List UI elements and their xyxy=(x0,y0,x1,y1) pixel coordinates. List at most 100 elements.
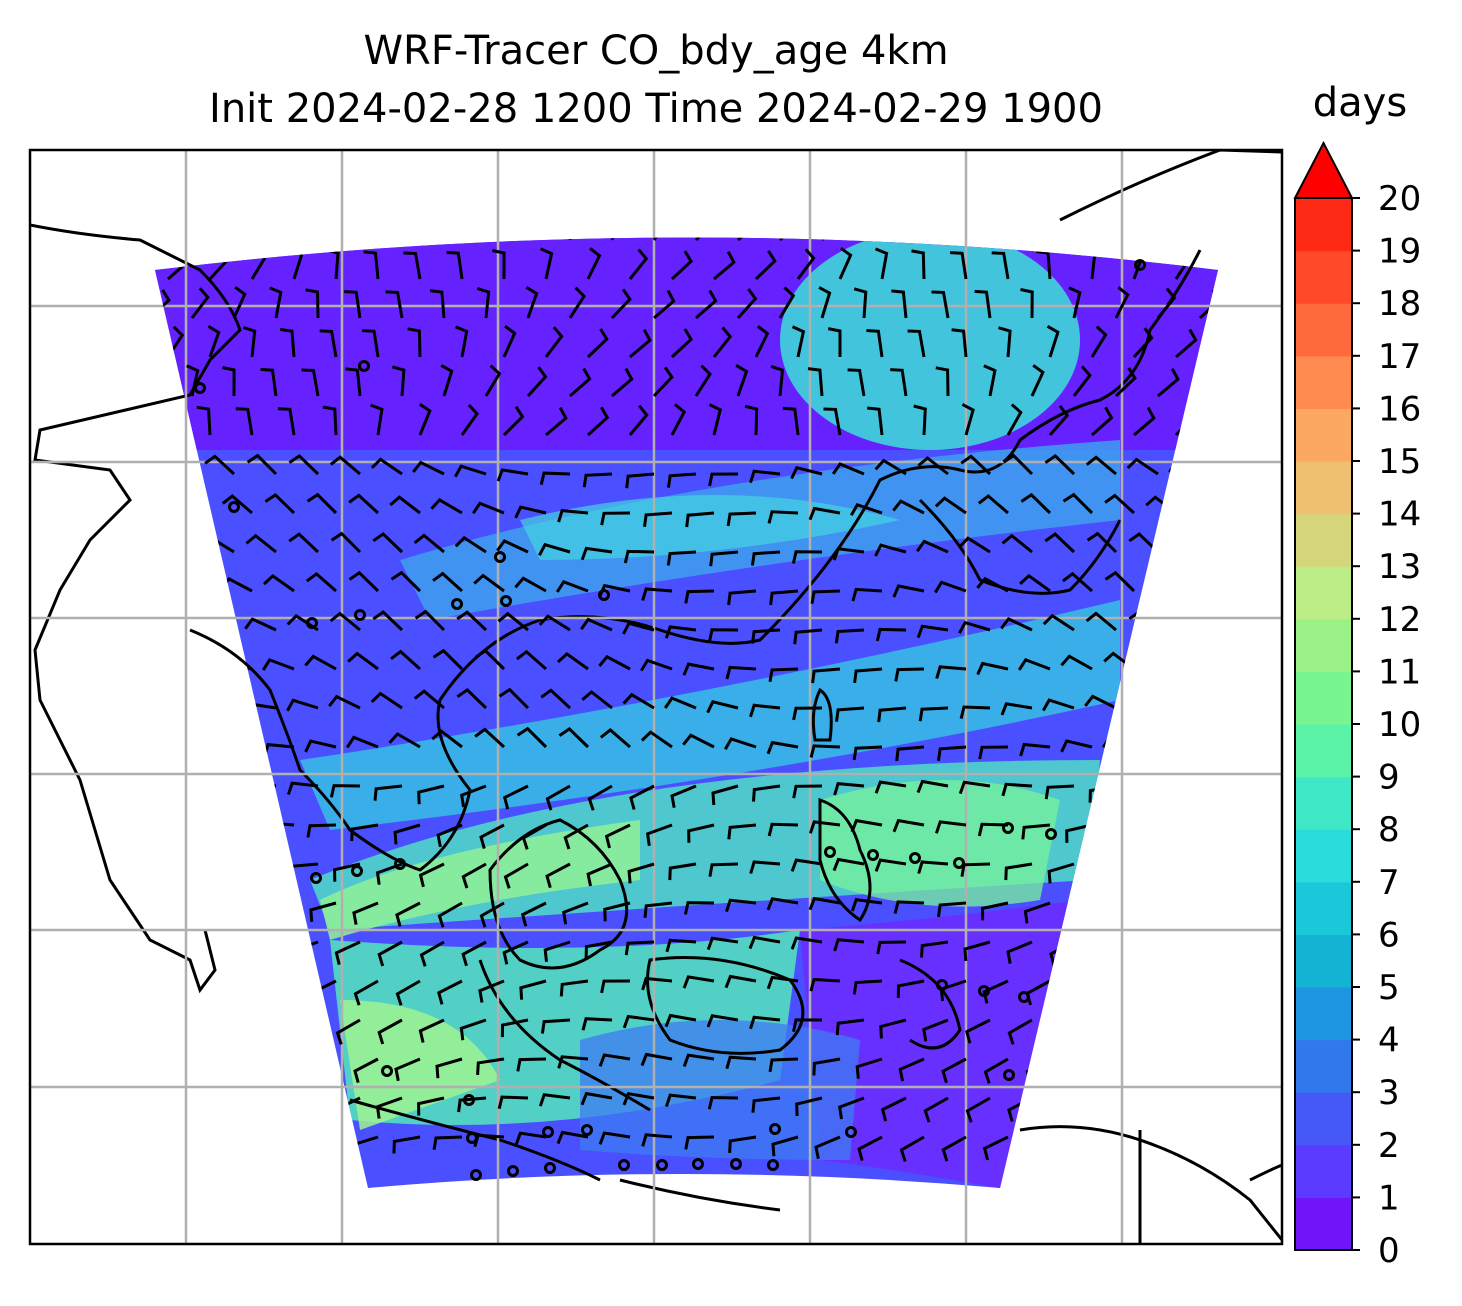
calm-wind-marker xyxy=(310,872,322,884)
wind-barb xyxy=(604,823,631,849)
calm-wind-marker xyxy=(470,1169,482,1181)
wind-barb xyxy=(1169,689,1201,710)
wind-barb xyxy=(1025,1057,1051,1084)
wind-barb xyxy=(708,628,739,642)
wind-barb xyxy=(941,1057,967,1084)
wind-barb xyxy=(1066,901,1093,927)
wind-barb xyxy=(611,367,634,398)
wind-barb xyxy=(120,939,150,950)
wind-barb xyxy=(894,667,925,682)
wind-barb xyxy=(916,779,949,794)
field-band-middle xyxy=(300,600,1120,830)
wind-barb xyxy=(1047,862,1075,884)
wind-barb xyxy=(309,901,337,922)
wind-barb xyxy=(301,368,320,397)
wind-barb xyxy=(934,580,967,594)
wind-barb xyxy=(622,1092,655,1106)
wind-barb xyxy=(293,1018,319,1045)
wind-barb xyxy=(185,1135,211,1162)
wind-barb xyxy=(683,901,715,915)
wind-barb xyxy=(269,1057,295,1084)
wind-barb xyxy=(622,1014,655,1029)
wind-barb xyxy=(305,288,320,319)
wind-barb xyxy=(432,571,464,593)
wind-barb xyxy=(1021,823,1051,840)
wind-barb xyxy=(874,247,889,280)
field-band-java xyxy=(580,1020,860,1160)
wind-barb xyxy=(584,940,613,959)
wind-barb xyxy=(538,1093,571,1107)
wind-barb xyxy=(708,472,739,487)
wind-barb xyxy=(850,898,883,912)
wind-barb xyxy=(744,404,759,436)
wind-barb xyxy=(306,823,337,838)
wind-barb xyxy=(232,237,255,242)
wind-barb xyxy=(934,820,967,834)
wind-barb xyxy=(766,975,799,990)
wind-barb xyxy=(1006,403,1023,436)
wind-barb xyxy=(935,665,967,679)
wind-barb xyxy=(728,1135,757,1153)
wind-barb xyxy=(432,648,464,671)
wind-barb xyxy=(1217,328,1218,359)
wind-barb xyxy=(935,366,950,397)
wind-barb xyxy=(316,237,330,241)
wind-barb xyxy=(749,703,781,718)
colorbar-tick-label: 15 xyxy=(1378,442,1421,482)
wind-barb xyxy=(372,610,404,632)
wind-barb xyxy=(1188,571,1218,593)
wind-barb xyxy=(668,862,697,881)
wind-barb xyxy=(516,649,547,671)
wind-barb xyxy=(502,324,517,358)
wind-barb xyxy=(160,781,193,795)
wind-barb xyxy=(769,589,799,606)
calm-wind-marker xyxy=(542,1126,554,1138)
wind-barb xyxy=(1153,237,1167,241)
wind-barb xyxy=(1044,453,1076,476)
wind-barb xyxy=(664,1093,697,1107)
wind-barb xyxy=(581,690,613,710)
coastline-philippines xyxy=(818,797,872,923)
wind-barb xyxy=(1186,1132,1218,1146)
wind-barb xyxy=(232,285,247,319)
wind-barb xyxy=(652,366,674,398)
wind-barb xyxy=(348,570,380,593)
wind-barb xyxy=(498,687,530,710)
calm-wind-marker xyxy=(544,1162,556,1174)
wind-barb xyxy=(419,940,445,967)
wind-barb xyxy=(226,1057,253,1083)
wind-barb xyxy=(274,237,294,241)
wind-barb xyxy=(665,938,697,953)
wind-barb xyxy=(901,237,915,241)
wind-barb xyxy=(1023,901,1051,924)
wind-barb xyxy=(196,405,212,436)
wind-barb xyxy=(627,862,655,884)
wind-barb xyxy=(1216,403,1218,436)
calm-wind-marker xyxy=(598,589,610,601)
wind-barb xyxy=(811,667,841,684)
calm-wind-marker xyxy=(656,1159,668,1171)
wind-barb xyxy=(329,455,361,476)
wind-barb xyxy=(823,407,842,436)
wind-barb xyxy=(726,511,757,527)
wind-barb xyxy=(1091,940,1117,967)
coastlines xyxy=(30,150,1282,1244)
wind-barb xyxy=(581,1017,613,1031)
wind-barb xyxy=(916,624,949,639)
wind-barb xyxy=(1066,1057,1093,1083)
tracer-age-field xyxy=(155,237,1218,1188)
wind-barb xyxy=(437,901,463,928)
wind-barb xyxy=(847,368,866,397)
wind-barb xyxy=(712,326,733,358)
wind-barb xyxy=(440,364,454,397)
wind-barb xyxy=(393,823,421,845)
colorbar-segment xyxy=(1295,776,1352,830)
wind-barb xyxy=(310,1135,337,1160)
colorbar-segment xyxy=(1295,829,1352,883)
wind-barb xyxy=(838,1096,865,1120)
wind-barb xyxy=(937,237,951,241)
wind-barb xyxy=(749,1015,781,1030)
wind-barb xyxy=(862,237,879,241)
wind-barb xyxy=(850,818,883,833)
